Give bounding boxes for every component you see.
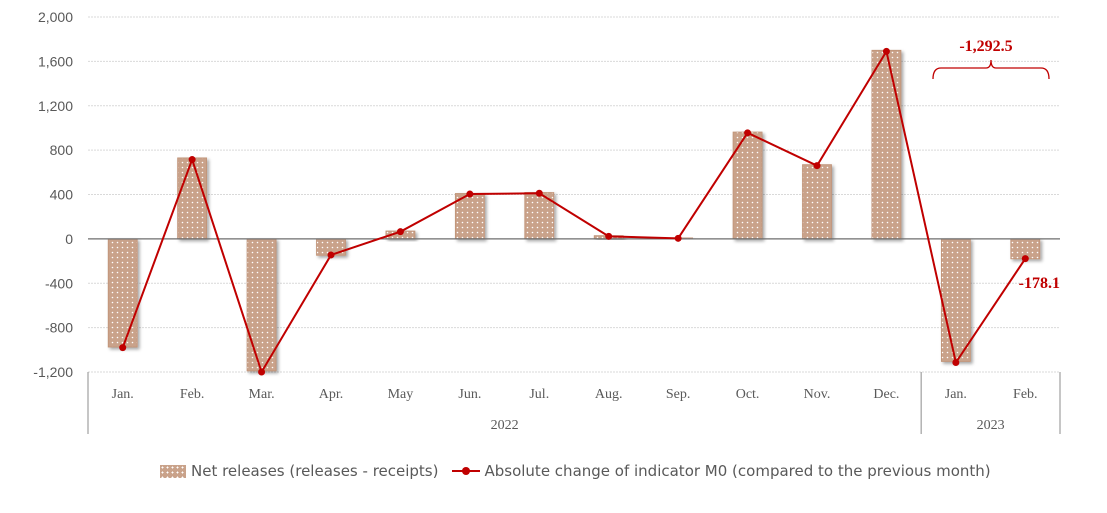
legend: Net releases (releases - receipts) Absol… — [160, 462, 991, 480]
x-tick-label: Sep. — [666, 387, 691, 402]
x-tick-label: Jun. — [458, 387, 481, 402]
legend-bar-swatch — [160, 464, 186, 478]
line-point — [605, 232, 613, 240]
y-tick-label: 2,000 — [38, 9, 73, 25]
line-point — [1021, 255, 1029, 263]
annotation-feb-value: -178.1 — [1019, 275, 1060, 292]
legend-line-swatch — [452, 467, 481, 475]
line-point — [258, 368, 266, 376]
bar — [940, 238, 971, 362]
y-tick-label: 400 — [50, 187, 74, 203]
x-tick-label: May — [388, 387, 414, 402]
line-point — [813, 162, 821, 170]
legend-line-label: Absolute change of indicator M0 (compare… — [484, 462, 991, 480]
x-tick-label: Oct. — [736, 387, 760, 402]
line-point — [119, 344, 127, 352]
x-tick-label: Aug. — [595, 387, 623, 402]
line-point — [952, 359, 960, 367]
line-point — [396, 228, 404, 236]
line-point — [466, 190, 474, 198]
x-tick-label: Dec. — [873, 387, 899, 402]
line-point — [674, 234, 682, 242]
group-label: 2023 — [977, 418, 1005, 433]
y-tick-label: -800 — [45, 320, 73, 336]
legend-bar-label: Net releases (releases - receipts) — [191, 462, 439, 480]
x-tick-label: Jul. — [529, 387, 549, 402]
bar — [871, 49, 902, 240]
x-tick-label: Jan. — [945, 387, 967, 402]
x-tick-label: Apr. — [319, 387, 344, 402]
line-point — [882, 47, 890, 55]
x-tick-label: Feb. — [1013, 387, 1038, 402]
y-tick-label: -400 — [45, 275, 73, 291]
y-tick-label: 0 — [65, 231, 73, 247]
x-tick-label: Feb. — [180, 387, 205, 402]
bar — [246, 238, 277, 372]
bar — [802, 164, 832, 240]
y-tick-label: 1,200 — [38, 98, 73, 114]
line-point — [188, 156, 196, 164]
bar — [107, 238, 138, 348]
bar — [177, 157, 208, 240]
line-point — [327, 251, 335, 259]
x-tick-label: Nov. — [804, 387, 831, 402]
annotation-total: -1,292.5 — [959, 38, 1012, 55]
line-point — [535, 189, 543, 197]
y-tick-label: 800 — [50, 142, 74, 158]
group-label: 2022 — [491, 418, 519, 433]
bracket — [932, 59, 1050, 80]
line-point — [744, 129, 752, 137]
y-tick-label: 1,600 — [38, 53, 73, 69]
x-tick-label: Mar. — [249, 387, 275, 402]
series-line — [121, 48, 1027, 375]
x-tick-label: Jan. — [112, 387, 134, 402]
y-tick-label: -1,200 — [33, 364, 73, 380]
